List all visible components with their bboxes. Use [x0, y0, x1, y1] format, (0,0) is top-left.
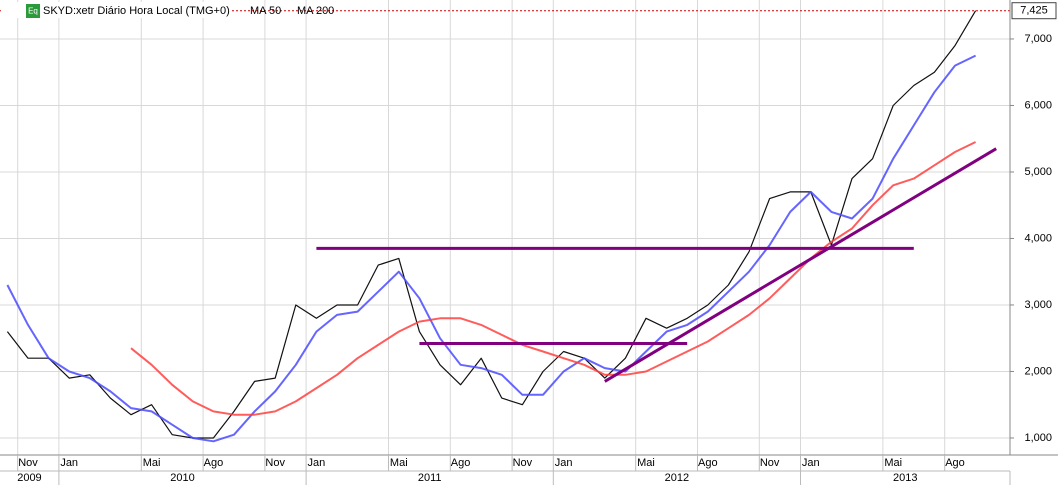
x-tick-label: Nov: [513, 457, 533, 469]
x-tick-label: Ago: [204, 457, 224, 469]
legend-ma50[interactable]: MA 50: [250, 5, 281, 17]
year-label: 2010: [170, 472, 194, 484]
y-tick-label: 1,000: [1024, 432, 1052, 444]
x-tick-label: Ago: [451, 457, 471, 469]
trend-line: [604, 147, 997, 383]
x-tick-label: Jan: [60, 457, 78, 469]
x-tick-label: Jan: [802, 457, 820, 469]
x-tick-label: Nov: [760, 457, 780, 469]
x-tick-label: Mai: [884, 457, 902, 469]
x-tick-label: Ago: [698, 457, 718, 469]
y-tick-label: 4,000: [1024, 232, 1052, 244]
price-line: [6, 10, 977, 439]
ma-line: [130, 141, 977, 416]
last-price-box: [1011, 2, 1057, 20]
grid: [0, 0, 1010, 455]
header-bg: [1, 2, 230, 18]
x-tick-label: Nov: [265, 457, 285, 469]
x-tick-label: Mai: [143, 457, 161, 469]
x-tick-label: Mai: [390, 457, 408, 469]
y-tick-label: 7,000: [1024, 33, 1052, 45]
x-tick-label: Jan: [308, 457, 326, 469]
x-tick-label: Ago: [945, 457, 965, 469]
ma-line: [6, 54, 977, 443]
chart-title[interactable]: SKYD:xetr Diário Hora Local (TMG+0): [43, 5, 230, 17]
y-tick-label: 2,000: [1024, 365, 1052, 377]
year-label: 2011: [418, 472, 442, 484]
y-tick-label: 6,000: [1024, 99, 1052, 111]
plot: [0, 10, 1010, 443]
year-label: 2013: [893, 472, 917, 484]
x-tick-label: Jan: [555, 457, 573, 469]
badge: Eq: [28, 7, 38, 16]
year-label: 2012: [665, 472, 689, 484]
x-tick-label: Mai: [637, 457, 655, 469]
x-tick-label: Nov: [18, 457, 38, 469]
year-label: 2009: [17, 472, 41, 484]
badge-box: [26, 4, 40, 18]
last-price-label: 7,425: [1020, 5, 1048, 17]
legend-ma200[interactable]: MA 200: [297, 5, 334, 17]
y-tick-label: 5,000: [1024, 166, 1052, 178]
y-tick-label: 3,000: [1024, 299, 1052, 311]
